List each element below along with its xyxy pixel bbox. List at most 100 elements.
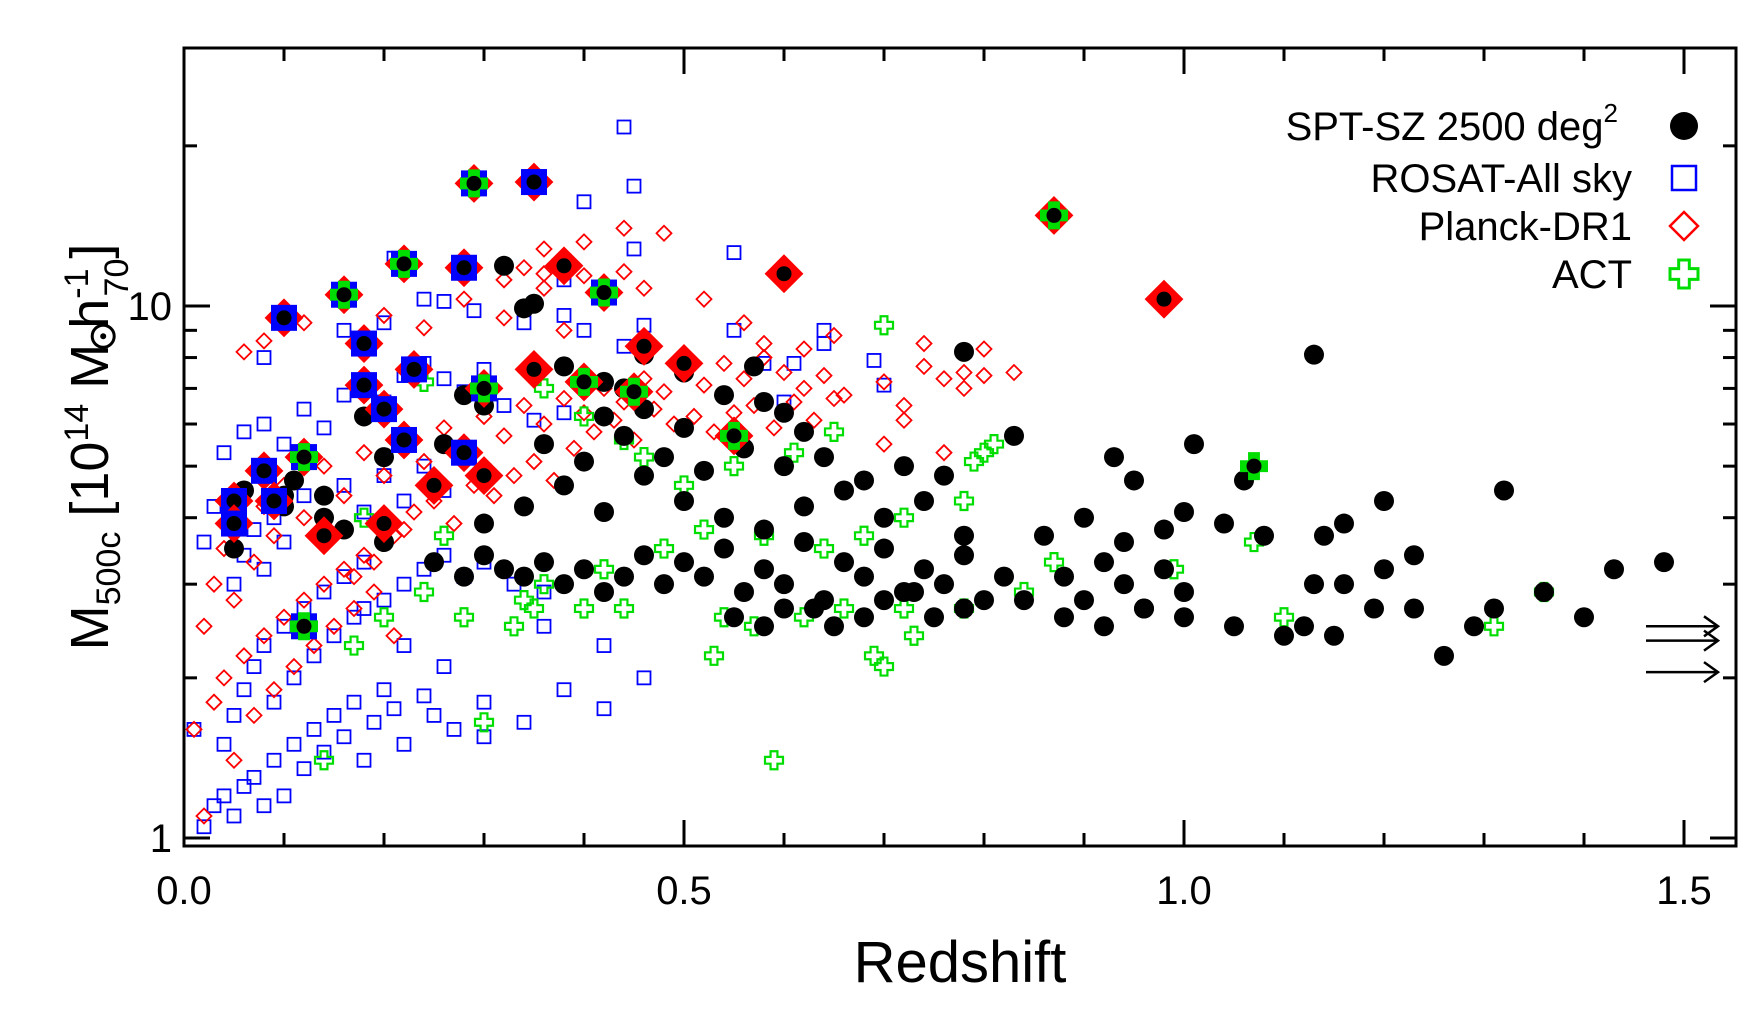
planck-point [355,546,373,565]
spt-point [1124,470,1144,491]
rosat-point [356,554,372,570]
spt-point [574,451,594,472]
rosat-point [226,576,242,592]
highlight-core [556,258,572,274]
planck-point [695,376,713,394]
spt-point [874,507,894,528]
planck-point [215,669,233,687]
spt-point [674,417,694,438]
sun-center-dot [100,333,107,340]
spt-point [1094,552,1114,573]
planck-point [735,369,753,388]
planck-point [825,326,843,345]
planck-point [955,363,973,382]
spt-point [534,552,554,573]
spt-point [1374,490,1394,511]
rosat-point [296,488,312,504]
act-point [973,442,995,463]
highlight-core [426,477,442,493]
spt-point [1304,344,1324,365]
spt-point [734,582,754,603]
spt-point [714,538,734,559]
act-point [313,750,335,771]
highlight-core [376,401,392,417]
rosat-point [556,308,572,323]
act-point [503,616,525,637]
act-point [703,645,725,666]
rosat-point [236,682,252,698]
act-point [903,625,925,646]
planck-point [235,343,253,361]
highlight-core [776,266,792,282]
spt-point [614,566,634,587]
rosat-point [226,808,242,824]
planck-point [495,309,513,327]
highlight-core [596,285,612,301]
rosat-point [216,736,232,752]
rosat-point [376,315,392,331]
spt-point [594,371,614,392]
spt-point [1154,559,1174,580]
planck-point [565,439,583,458]
spt-point [554,475,574,496]
spt-point [834,480,854,501]
tick-labels: 0.0 0.5 1.0 1.5 1 10 [128,285,1712,913]
rosat-point [526,412,542,428]
planck-point [535,264,553,283]
planck-point [525,452,543,471]
rosat-point [256,561,272,577]
rosat-point [196,819,212,835]
planck-point [415,319,433,337]
act-point [853,525,875,546]
spt-point [374,447,394,468]
spt-point [1114,574,1134,595]
rosat-point [496,398,512,413]
act-point [653,538,675,559]
spt-point [1174,607,1194,628]
y-axis-label: M500c [1014 M h-170] [58,244,136,651]
planck-point [735,313,753,332]
act-point [783,442,805,463]
rosat-point [726,245,742,261]
act-point [613,598,635,619]
spt-point [634,465,654,486]
planck-point [335,560,353,579]
spt-point [724,607,744,628]
spt-point [894,456,914,477]
spt-point [904,582,924,603]
rosat-point [876,377,892,393]
spt-point [1484,598,1504,619]
act-point [573,598,595,619]
rosat-point [206,798,222,814]
rosat-point [196,534,212,550]
spt-point [954,525,974,546]
planck-point [245,706,263,725]
planck-point [505,466,523,485]
highlight-core [406,361,422,377]
rosat-point [356,504,372,520]
spt-point [804,598,824,619]
spt-point [1304,574,1324,595]
spt-point [744,356,764,377]
planck-point [315,457,333,475]
planck-point [275,608,293,627]
rosat-point [436,294,452,309]
highlight-core [276,310,292,326]
rosat-point [296,761,312,777]
highlight-core [296,449,312,465]
spt-point [834,552,854,573]
rosat-point [636,670,652,686]
rosat-point [186,722,202,737]
highlight-core [526,174,542,190]
rosat-point [376,592,392,608]
sun-symbol-spacer [60,329,120,344]
spt-point [1534,582,1554,603]
highlight-core [456,260,472,276]
planck-point [265,680,283,699]
y-axis-label-main: M [60,605,120,650]
planck-point [785,393,803,411]
rosat-point [576,322,592,338]
spt-point [224,538,244,559]
legend-marker-act [1668,258,1700,290]
